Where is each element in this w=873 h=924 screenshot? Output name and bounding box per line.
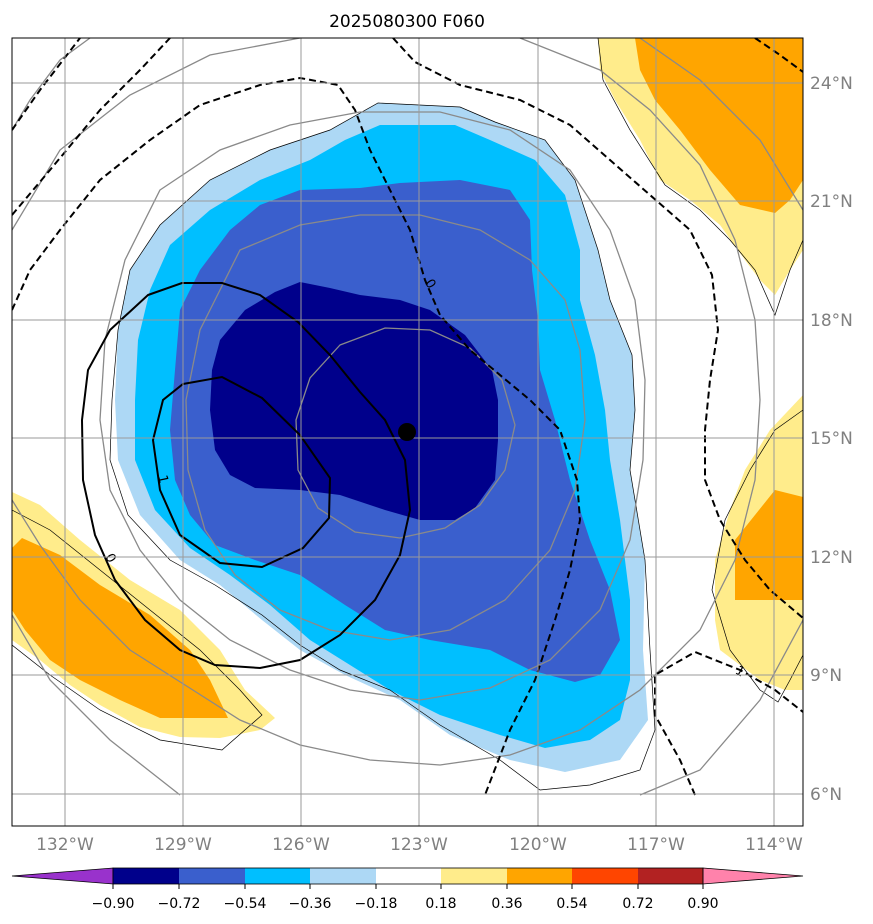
gray-ring-5 bbox=[12, 38, 803, 796]
colorbar-swatch-8 bbox=[572, 868, 638, 884]
lat-tick-12n: 12°N bbox=[810, 548, 853, 568]
dashed-contour-se bbox=[654, 650, 803, 796]
anomaly-fill-orange-sw bbox=[12, 538, 228, 718]
dashed-contours bbox=[12, 38, 803, 796]
colorbar-swatch-9 bbox=[638, 868, 703, 884]
anomaly-fill-navy bbox=[210, 282, 498, 520]
map-frame bbox=[11, 37, 804, 827]
thin-contour-main bbox=[109, 102, 656, 791]
lon-tick-126w: 126°W bbox=[272, 835, 330, 855]
colorbar-swatch-3 bbox=[245, 868, 310, 884]
colorbar-frame bbox=[112, 867, 704, 885]
gray-ring-3 bbox=[99, 111, 646, 701]
colorbar-tick-label-7: 0.36 bbox=[491, 896, 522, 912]
lat-tick-6n: 6°N bbox=[810, 785, 842, 805]
lat-tick-9n: 9°N bbox=[810, 666, 842, 686]
lat-tick-labels: 24°N 21°N 18°N 15°N 12°N 9°N 6°N bbox=[810, 74, 853, 805]
contour-label-one-inner: 1 bbox=[154, 474, 170, 485]
map-title: 2025080300 F060 bbox=[329, 12, 485, 32]
storm-center-dot bbox=[398, 423, 416, 441]
colorbar-swatch-7 bbox=[507, 868, 572, 884]
gray-ring-1 bbox=[295, 327, 516, 539]
lon-tick-132w: 132°W bbox=[36, 835, 94, 855]
colorbar-tick-label-5: −0.18 bbox=[355, 896, 398, 912]
thin-contour-e bbox=[711, 409, 803, 703]
colorbar-tick-label-2: −0.72 bbox=[158, 896, 201, 912]
colorbar-swatch-2 bbox=[179, 868, 245, 884]
colorbar-tick-label-6: 0.18 bbox=[425, 896, 456, 912]
lat-tick-15n: 15°N bbox=[810, 429, 853, 449]
lon-tick-129w: 129°W bbox=[154, 835, 212, 855]
lat-tick-24n: 24°N bbox=[810, 74, 853, 94]
anomaly-fill-orange-ne bbox=[635, 38, 803, 213]
dashed-contour-ne bbox=[392, 38, 803, 619]
colorbar-swatch-4 bbox=[310, 868, 376, 884]
anomaly-fill-orange-e bbox=[735, 490, 803, 600]
contour-label-one-east: 1 bbox=[732, 663, 747, 680]
dashed-contour-nw bbox=[12, 38, 171, 216]
colorbar-tick-label-8: 0.54 bbox=[556, 896, 587, 912]
dashed-contour-inner bbox=[12, 76, 582, 796]
colorbar-extend-low bbox=[11, 867, 114, 885]
lon-tick-114w: 114°W bbox=[745, 835, 803, 855]
colorbar-ticks bbox=[112, 884, 704, 889]
dashed-contour-north bbox=[12, 38, 81, 131]
colorbar-tick-label-4: −0.36 bbox=[289, 896, 332, 912]
lon-tick-117w: 117°W bbox=[627, 835, 685, 855]
colorbar-tick-label-10: 0.90 bbox=[687, 896, 718, 912]
solid-contour-outer bbox=[80, 282, 412, 670]
colorbar: −0.90 −0.72 −0.54 −0.36 −0.18 0.18 0.36 … bbox=[11, 867, 804, 912]
dashed-contour-ne-corner bbox=[754, 38, 803, 73]
colorbar-tick-label-1: −0.90 bbox=[92, 896, 135, 912]
colorbar-tick-label-9: 0.72 bbox=[622, 896, 653, 912]
lon-tick-123w: 123°W bbox=[390, 835, 448, 855]
lat-tick-21n: 21°N bbox=[810, 192, 853, 212]
colorbar-extend-high bbox=[702, 867, 804, 885]
lon-tick-labels: 132°W 129°W 126°W 123°W 120°W 117°W 114°… bbox=[36, 835, 803, 855]
lat-tick-18n: 18°N bbox=[810, 311, 853, 331]
thin-contour-ne bbox=[597, 38, 803, 316]
colorbar-swatch-5 bbox=[376, 868, 441, 884]
colorbar-swatch-6 bbox=[441, 868, 507, 884]
lon-tick-120w: 120°W bbox=[509, 835, 567, 855]
thin-contour-sw bbox=[12, 509, 263, 751]
map-panel: 0 1 0 1 bbox=[12, 38, 803, 826]
colorbar-swatch-1 bbox=[113, 868, 179, 884]
gray-ring-2 bbox=[185, 214, 586, 641]
colorbar-tick-label-3: −0.54 bbox=[224, 896, 267, 912]
